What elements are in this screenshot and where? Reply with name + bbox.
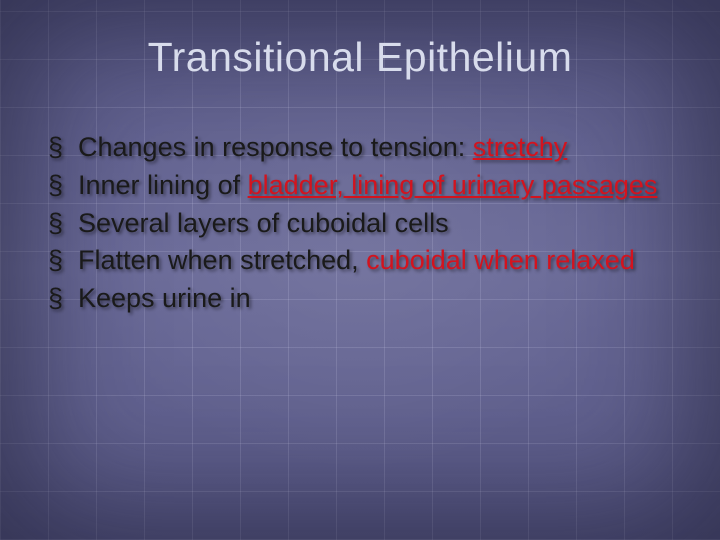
bullet-text-pre: Several layers of cuboidal cells [78,208,449,238]
slide: Transitional Epithelium Changes in respo… [0,0,720,540]
bullet-text-highlight: bladder, lining of urinary passages [248,170,658,200]
bullet-text-highlight: cuboidal when relaxed [366,245,635,275]
bullet-list: Changes in response to tension: stretchy… [40,131,680,316]
bullet-text-highlight: stretchy [473,132,568,162]
list-item: Several layers of cuboidal cells [48,207,680,241]
list-item: Keeps urine in [48,282,680,316]
bullet-text-pre: Keeps urine in [78,283,251,313]
bullet-text-pre: Inner lining of [78,170,248,200]
bullet-text-pre: Flatten when stretched, [78,245,366,275]
bullet-text-pre: Changes in response to tension: [78,132,473,162]
list-item: Flatten when stretched, cuboidal when re… [48,244,680,278]
list-item: Changes in response to tension: stretchy [48,131,680,165]
slide-content: Transitional Epithelium Changes in respo… [0,0,720,316]
slide-title: Transitional Epithelium [40,34,680,81]
list-item: Inner lining of bladder, lining of urina… [48,169,680,203]
